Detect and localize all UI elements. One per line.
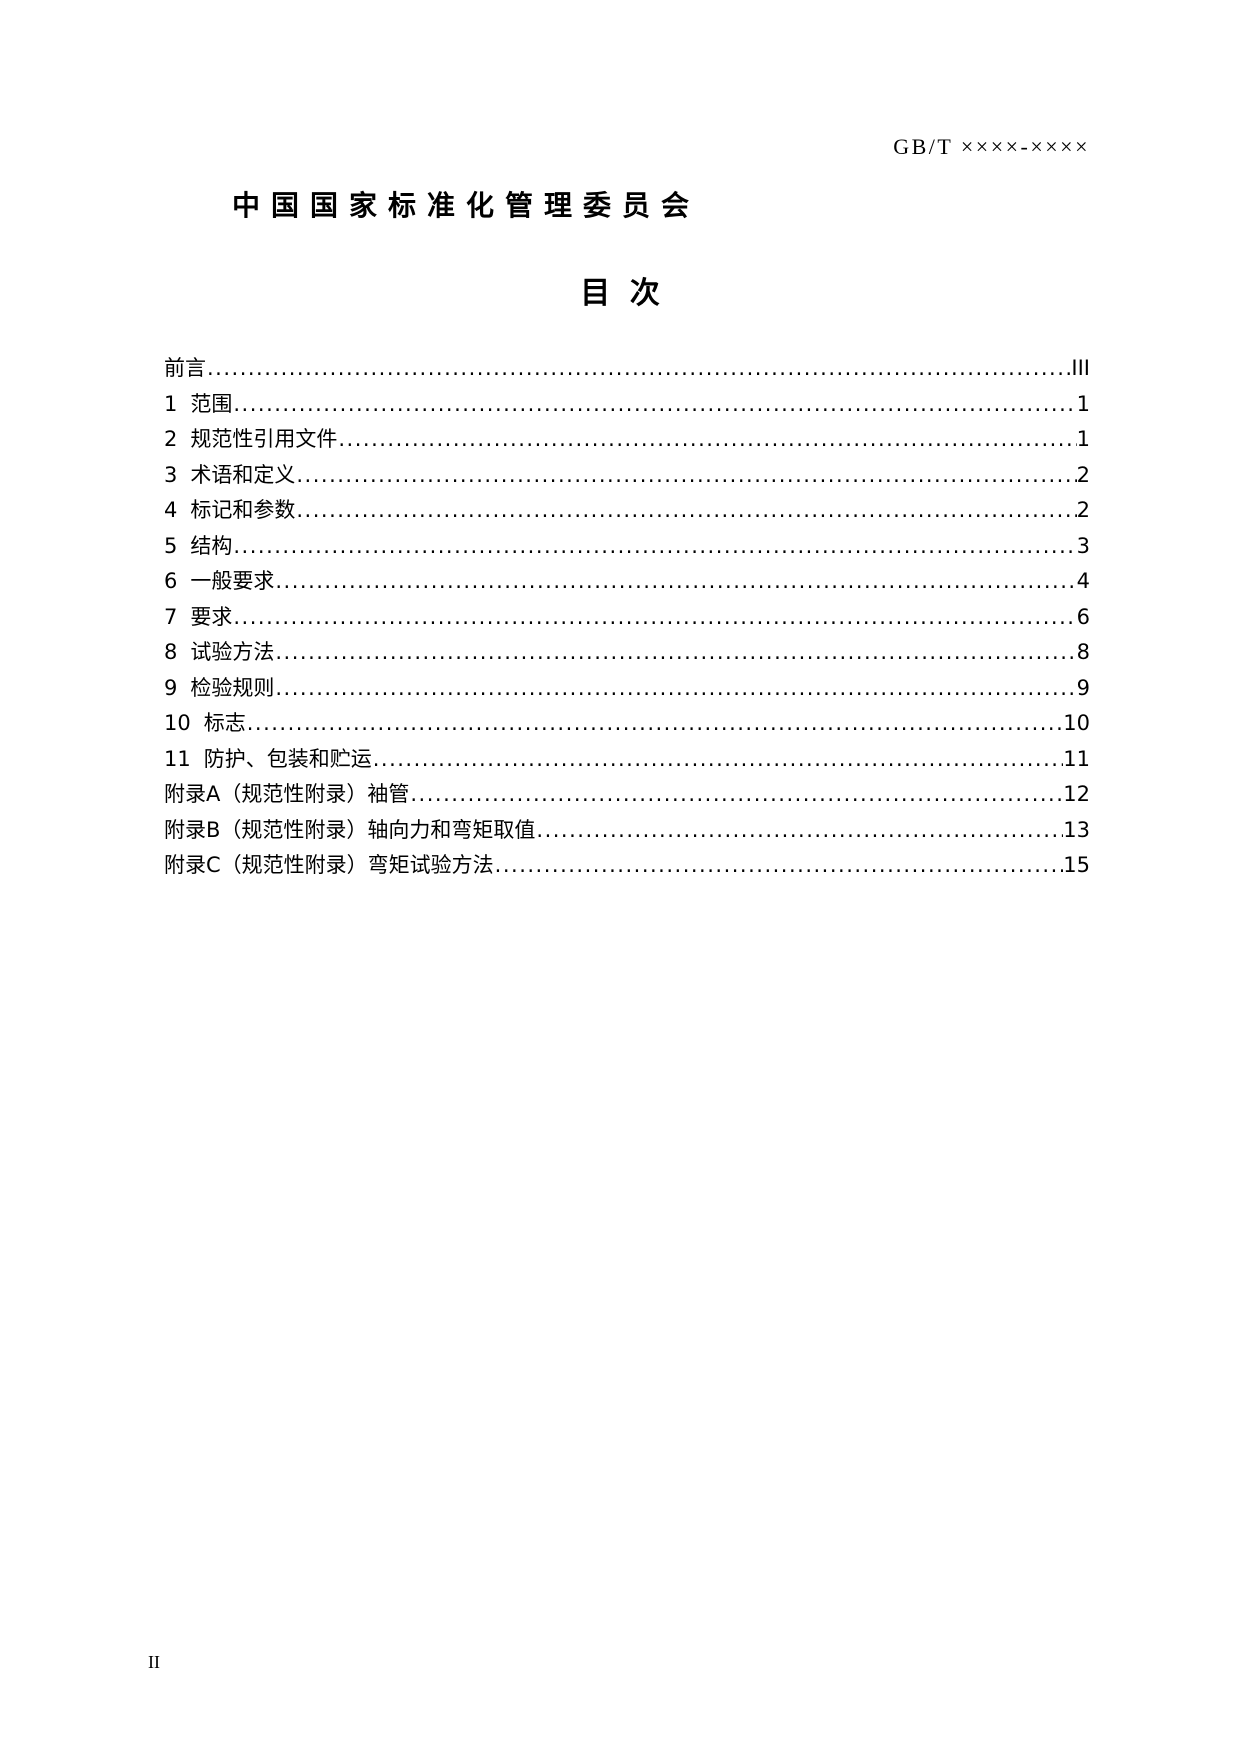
toc-entry-foreword: 前言 III [164,351,1090,387]
toc-entry-number: 6 [164,569,178,593]
toc-entry-4: 4 标记和参数 2 [164,493,1090,529]
toc-entry-title: 前言 [164,356,206,380]
dot-leader [536,813,1063,849]
toc-entry-page: 13 [1063,817,1090,842]
toc-entry-number: 9 [164,675,178,700]
toc-entry-page: 10 [1063,711,1090,735]
toc-entry-annex-a: 附录A（规范性附录）袖管 12 [164,777,1090,813]
toc-entry-number: 8 [164,640,178,664]
toc-entry-number: 3 [164,462,178,487]
toc-entry-page: 11 [1063,746,1090,771]
dot-leader [410,777,1063,813]
toc-entry-title: 标志 [203,711,246,735]
dot-leader [296,493,1076,529]
toc-entry-page: 4 [1076,569,1090,593]
toc-entry-page: 9 [1076,675,1090,700]
dot-leader [296,458,1076,494]
dot-leader [275,635,1076,671]
dot-leader [275,564,1076,600]
toc-entry-title: 标记和参数 [190,498,296,522]
dot-leader [373,742,1064,778]
organization-title: 中国国家标准化管理委员会 [232,191,701,222]
toc-entry-page: 15 [1063,853,1090,877]
toc-entry-2: 2 规范性引用文件 1 [164,422,1090,458]
dot-leader [495,848,1064,884]
toc-entry-number: 10 [164,711,191,735]
toc-entry-title: 范围 [190,391,233,416]
toc-entry-title: 防护、包装和贮运 [203,746,372,771]
toc-entry-number: 1 [164,391,178,416]
toc-entry-page: 2 [1076,462,1090,487]
toc-entry-annex-c: 附录C（规范性附录）弯矩试验方法 15 [164,848,1090,884]
dot-leader [233,529,1076,565]
dot-leader [233,387,1076,423]
toc-entry-1: 1 范围 1 [164,387,1090,423]
toc-entry-number: 4 [164,498,178,522]
toc-entry-title: 要求 [190,604,233,629]
toc-entry-title: 结构 [190,533,233,558]
toc-entry-10: 10 标志 10 [164,706,1090,742]
toc-entry-title: 附录B（规范性附录）轴向力和弯矩取值 [164,817,536,842]
standard-doc-code: GB/T ××××-×××× [893,134,1090,159]
toc-entry-annex-b: 附录B（规范性附录）轴向力和弯矩取值 13 [164,813,1090,849]
toc-entry-3: 3 术语和定义 2 [164,458,1090,494]
dot-leader [207,351,1071,387]
dot-leader [233,600,1076,636]
toc-entry-page: 1 [1076,427,1090,451]
toc-entry-page: 1 [1076,391,1090,416]
toc-entry-8: 8 试验方法 8 [164,635,1090,671]
toc-entry-number: 5 [164,533,178,558]
toc-entry-title: 检验规则 [190,675,275,700]
toc-entry-title: 一般要求 [190,569,275,593]
toc-entry-title: 附录C（规范性附录）弯矩试验方法 [164,853,494,877]
toc-entry-6: 6 一般要求 4 [164,564,1090,600]
toc-entry-title: 规范性引用文件 [190,427,338,451]
footer-page-number: II [148,1652,160,1672]
toc-entry-number: 7 [164,604,178,629]
toc-entry-title: 试验方法 [190,640,275,664]
toc-entry-11: 11 防护、包装和贮运 11 [164,742,1090,778]
toc-entry-9: 9 检验规则 9 [164,671,1090,707]
dot-leader [247,706,1064,742]
toc-entry-number: 2 [164,427,178,451]
toc-entry-number: 11 [164,746,191,771]
toc-entry-page: 6 [1076,604,1090,629]
toc-entry-title: 术语和定义 [190,462,296,487]
toc-entry-page: III [1071,356,1090,380]
toc-title: 目 次 [580,276,660,311]
toc-entry-page: 2 [1076,498,1090,522]
toc-entry-page: 8 [1076,640,1090,664]
dot-leader [275,671,1076,707]
toc-entry-title: 附录A（规范性附录）袖管 [164,782,410,806]
toc-entry-page: 12 [1063,782,1090,806]
toc-entry-5: 5 结构 3 [164,529,1090,565]
toc-entry-page: 3 [1076,533,1090,558]
toc-entry-7: 7 要求 6 [164,600,1090,636]
toc-list: 前言 III 1 范围 1 2 规范性引用文件 1 3 术语和定义 2 4 标记和参数 2 5 结构… [164,351,1090,884]
dot-leader [338,422,1076,458]
